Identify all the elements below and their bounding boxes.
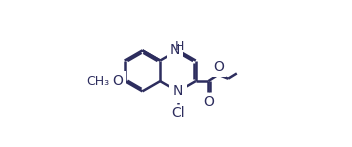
Text: O: O bbox=[112, 74, 123, 88]
Text: N: N bbox=[170, 43, 180, 57]
Text: H: H bbox=[175, 40, 184, 53]
Text: CH₃: CH₃ bbox=[86, 75, 109, 88]
Text: N: N bbox=[173, 84, 183, 98]
Text: O: O bbox=[213, 60, 224, 74]
Text: Cl: Cl bbox=[171, 106, 185, 120]
Text: O: O bbox=[204, 95, 215, 109]
